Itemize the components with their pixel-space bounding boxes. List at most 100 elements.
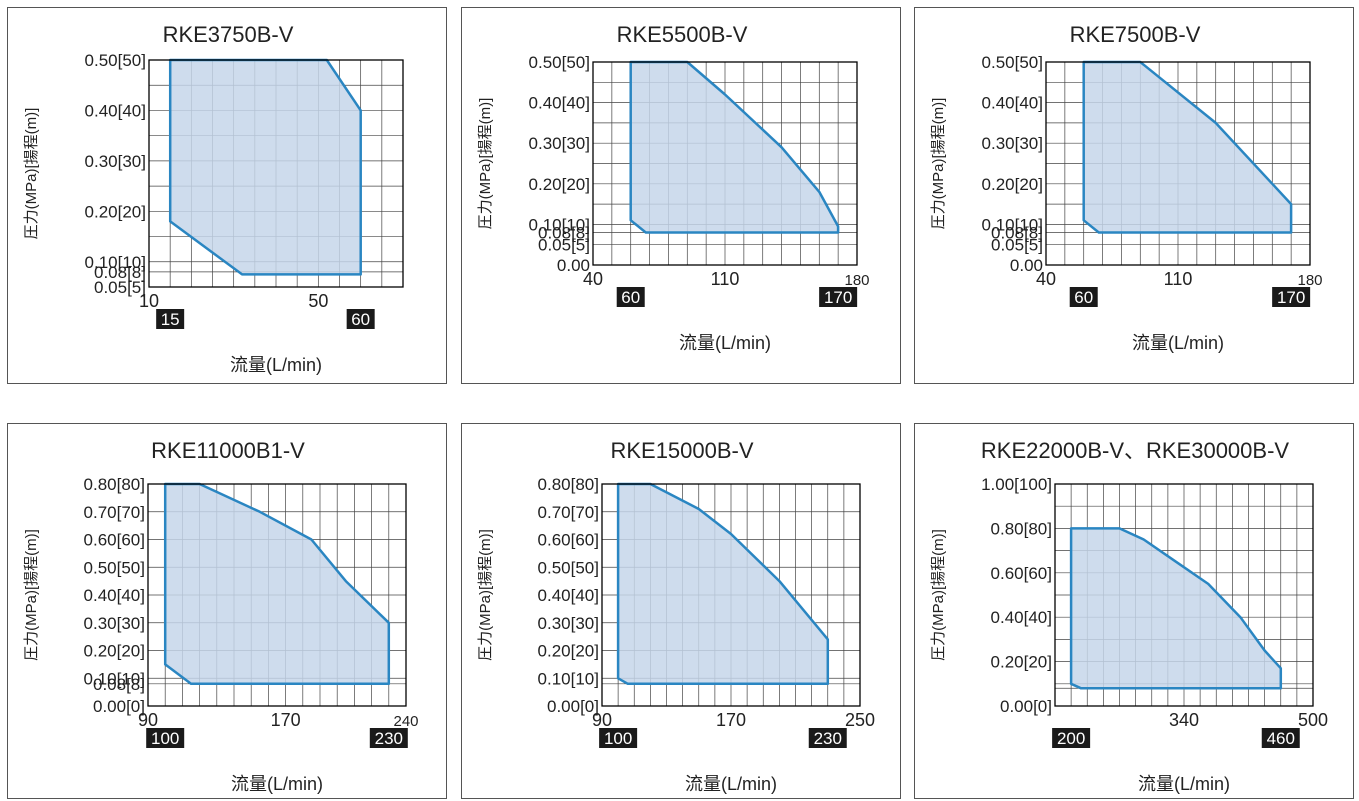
x-axis-label: 流量(L/min) bbox=[1132, 333, 1224, 353]
chart-panel-rke22000b-rke30000b: RKE22000B-V、RKE30000B-V 1.00[100] 0.80[80]… bbox=[914, 423, 1354, 799]
operating-range-area bbox=[168, 58, 362, 276]
x-range-marker-bg bbox=[156, 309, 185, 329]
x-tick-label: 170 bbox=[716, 710, 746, 730]
y-axis-label: 圧力(MPa)[揚程(m)] bbox=[23, 529, 40, 661]
x-range-marker-bg bbox=[616, 287, 645, 307]
x-tick-label: 40 bbox=[1036, 269, 1056, 289]
y-tick-label: 0.10[10] bbox=[982, 215, 1043, 234]
plot-frame bbox=[1054, 483, 1314, 707]
x-range-marker-label: 100 bbox=[604, 729, 632, 748]
x-tick-label: 10 bbox=[139, 291, 159, 311]
y-tick-label: 1.00[100] bbox=[981, 475, 1052, 494]
plot-frame bbox=[601, 483, 861, 707]
y-tick-label: 0.80[80] bbox=[84, 475, 145, 494]
y-tick-label: 0.50[50] bbox=[529, 53, 590, 72]
x-range-marker-label: 230 bbox=[814, 729, 842, 748]
y-tick-label: 0.50[50] bbox=[85, 51, 146, 70]
y-tick-label: 0.20[20] bbox=[529, 175, 590, 194]
x-axis-label: 流量(L/min) bbox=[685, 774, 777, 794]
y-tick-label: 0.08[8] bbox=[538, 224, 590, 243]
x-tick-label: 110 bbox=[711, 269, 740, 289]
operating-range-area bbox=[629, 60, 840, 234]
y-tick-label: 0.40[40] bbox=[982, 94, 1043, 113]
x-tick-label: 180 bbox=[1297, 272, 1322, 289]
x-range-marker-label: 60 bbox=[1074, 288, 1093, 307]
x-range-marker-bg bbox=[1052, 728, 1091, 748]
y-tick-label: 0.10[10] bbox=[84, 669, 145, 688]
x-tick-label: 50 bbox=[308, 291, 328, 311]
y-tick-label: 0.00[0] bbox=[547, 697, 599, 716]
y-tick-label: 0.05[5] bbox=[991, 236, 1043, 255]
chart-svg: RKE3750B-V 0.50[50] 0.40[40] 0.30[30] 0.20[2… bbox=[23, 22, 404, 375]
y-tick-label: 0.80[80] bbox=[538, 475, 599, 494]
x-range-marker-label: 230 bbox=[375, 729, 403, 748]
y-tick-label: 0.20[20] bbox=[84, 642, 145, 661]
y-tick-label: 0.40[40] bbox=[84, 586, 145, 605]
plot-frame bbox=[592, 61, 858, 266]
y-tick-label: 0.30[30] bbox=[529, 134, 590, 153]
y-tick-label: 0.05[5] bbox=[538, 236, 590, 255]
chart-panel-rke15000b: RKE15000B-V 0.80[80] 0.70[70] 0.60[60] 0.50[… bbox=[461, 423, 901, 799]
chart-title: RKE7500B-V bbox=[1070, 22, 1201, 47]
x-tick-label: 40 bbox=[583, 269, 603, 289]
plot-frame bbox=[147, 483, 407, 707]
x-axis-label: 流量(L/min) bbox=[231, 774, 323, 794]
chart-svg: RKE5500B-V 0.50[50] 0.40[40] 0.30[30] 0.20[2… bbox=[477, 22, 870, 353]
y-tick-label: 0.30[30] bbox=[982, 134, 1043, 153]
x-range-marker-label: 60 bbox=[621, 288, 640, 307]
plot-frame bbox=[148, 59, 404, 288]
x-tick-label: 170 bbox=[271, 710, 301, 730]
chart-panel-rke5500b: RKE5500B-V 0.50[50] 0.40[40] 0.30[30] 0.20[2… bbox=[461, 7, 901, 384]
x-range-marker-bg bbox=[146, 728, 185, 748]
x-range-marker-bg bbox=[808, 728, 847, 748]
x-range-marker-label: 60 bbox=[351, 310, 370, 329]
x-axis-label: 流量(L/min) bbox=[1138, 774, 1230, 794]
x-tick-label: 180 bbox=[844, 272, 869, 289]
y-axis-label: 圧力(MPa)[揚程(m)] bbox=[23, 108, 40, 240]
chart-title: RKE22000B-V、RKE30000B-V bbox=[981, 438, 1289, 463]
x-range-marker-bg bbox=[599, 728, 638, 748]
y-tick-label: 0.40[40] bbox=[991, 608, 1052, 627]
x-range-marker-bg bbox=[369, 728, 408, 748]
y-tick-label: 0.10[10] bbox=[538, 669, 599, 688]
operating-range-area bbox=[1082, 60, 1293, 234]
x-range-marker-label: 170 bbox=[1277, 288, 1305, 307]
operating-range-area bbox=[1069, 527, 1283, 690]
chart-svg: RKE22000B-V、RKE30000B-V 1.00[100] 0.80[80]… bbox=[930, 438, 1328, 794]
y-axis-label: 圧力(MPa)[揚程(m)] bbox=[477, 98, 494, 230]
x-range-marker-bg bbox=[1069, 287, 1098, 307]
chart-panel-rke7500b: RKE7500B-V 0.50[50] 0.40[40] 0.30[30] 0.20[2… bbox=[914, 7, 1354, 384]
x-range-marker-label: 170 bbox=[824, 288, 852, 307]
y-tick-label: 0.40[40] bbox=[85, 101, 146, 120]
y-tick-label: 0.50[50] bbox=[982, 53, 1043, 72]
y-tick-label: 0.08[8] bbox=[991, 224, 1043, 243]
x-range-marker-label: 100 bbox=[151, 729, 179, 748]
y-axis-label: 圧力(MPa)[揚程(m)] bbox=[930, 98, 947, 230]
chart-title: RKE11000B1-V bbox=[151, 438, 305, 463]
y-tick-label: 0.08[8] bbox=[94, 263, 146, 282]
y-tick-label: 0.00[0] bbox=[1000, 697, 1052, 716]
y-tick-label: 0.80[80] bbox=[991, 519, 1052, 538]
operating-range-area bbox=[616, 482, 830, 686]
chart-svg: RKE11000B1-V 0.80[80] 0.70[70] 0.60[60] 0.50… bbox=[23, 438, 419, 794]
x-tick-label: 240 bbox=[393, 713, 418, 730]
chart-panel-rke11000b1: RKE11000B1-V 0.80[80] 0.70[70] 0.60[60] 0.50… bbox=[7, 423, 447, 799]
chart-title: RKE15000B-V bbox=[610, 438, 753, 463]
y-tick-label: 0.60[60] bbox=[991, 564, 1052, 583]
y-tick-label: 0.30[30] bbox=[85, 152, 146, 171]
x-tick-label: 90 bbox=[138, 710, 158, 730]
y-axis-label: 圧力(MPa)[揚程(m)] bbox=[930, 529, 947, 661]
y-tick-label: 0.50[50] bbox=[538, 558, 599, 577]
y-tick-label: 0.40[40] bbox=[538, 586, 599, 605]
y-tick-label: 0.60[60] bbox=[538, 531, 599, 550]
x-tick-label: 90 bbox=[592, 710, 612, 730]
y-tick-label: 0.00[0] bbox=[93, 697, 145, 716]
y-tick-label: 0.00 bbox=[1010, 256, 1043, 275]
y-tick-label: 0.08[8] bbox=[93, 675, 145, 694]
x-tick-label: 500 bbox=[1298, 710, 1328, 730]
y-tick-label: 0.10[10] bbox=[529, 215, 590, 234]
y-tick-label: 0.40[40] bbox=[529, 94, 590, 113]
x-axis-label: 流量(L/min) bbox=[230, 355, 322, 375]
y-tick-label: 0.20[20] bbox=[982, 175, 1043, 194]
y-tick-label: 0.30[30] bbox=[84, 614, 145, 633]
